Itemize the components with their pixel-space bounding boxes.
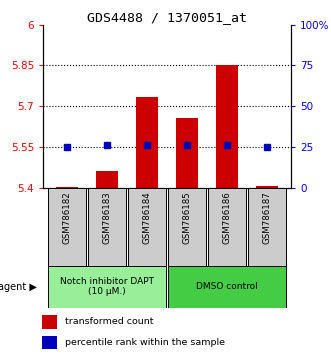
- Text: percentile rank within the sample: percentile rank within the sample: [65, 338, 225, 347]
- Bar: [248, 188, 286, 266]
- Text: DMSO control: DMSO control: [196, 282, 258, 291]
- Bar: [48, 188, 86, 266]
- Title: GDS4488 / 1370051_at: GDS4488 / 1370051_at: [87, 11, 247, 24]
- Bar: [168, 266, 286, 308]
- Bar: [176, 119, 198, 188]
- Text: GSM786183: GSM786183: [103, 192, 112, 244]
- Bar: [128, 188, 166, 266]
- Bar: [168, 188, 207, 266]
- Bar: [256, 186, 278, 188]
- Text: GSM786186: GSM786186: [223, 192, 232, 244]
- Text: GSM786184: GSM786184: [143, 192, 152, 244]
- Bar: [96, 171, 118, 188]
- Bar: [42, 315, 57, 329]
- Text: GSM786182: GSM786182: [63, 192, 71, 244]
- Bar: [56, 187, 78, 188]
- Bar: [88, 188, 126, 266]
- Text: transformed count: transformed count: [65, 317, 154, 326]
- Bar: [208, 188, 247, 266]
- Text: GSM786185: GSM786185: [183, 192, 192, 244]
- Text: GSM786187: GSM786187: [263, 192, 272, 244]
- Bar: [216, 65, 238, 188]
- Bar: [136, 97, 158, 188]
- Bar: [48, 266, 166, 308]
- Bar: [42, 336, 57, 349]
- Text: agent ▶: agent ▶: [0, 282, 36, 292]
- Text: Notch inhibitor DAPT
(10 μM.): Notch inhibitor DAPT (10 μM.): [60, 277, 154, 296]
